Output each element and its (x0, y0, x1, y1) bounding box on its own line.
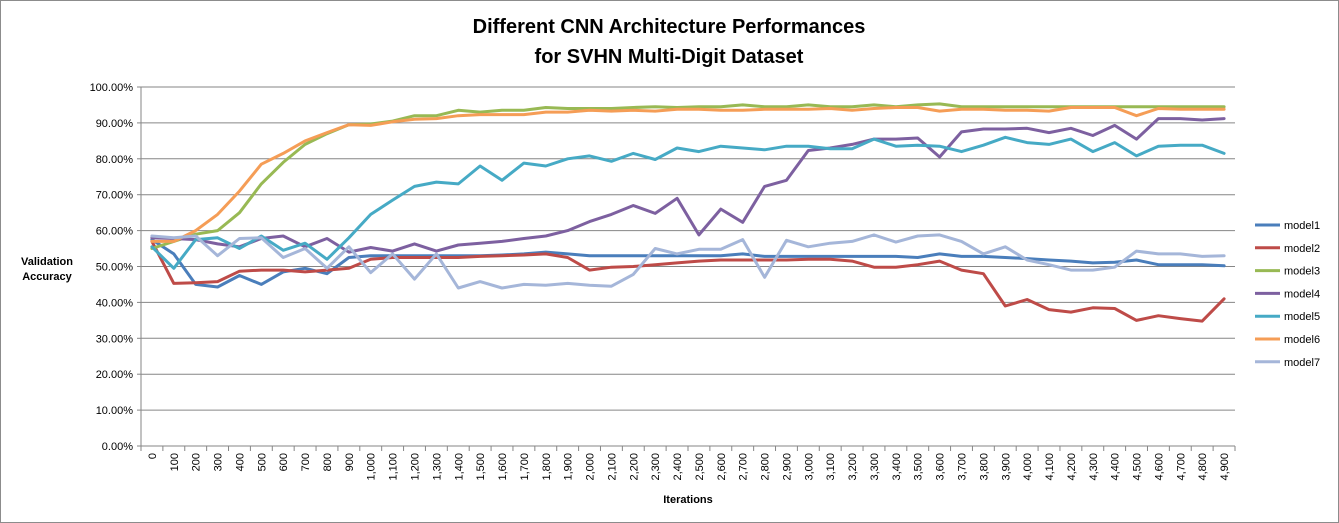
chart-title-line1: Different CNN Architecture Performances (473, 16, 866, 38)
y-tick-label: 80.00% (96, 154, 134, 166)
legend-label-model5: model5 (1284, 311, 1320, 323)
legend-label-model2: model2 (1284, 243, 1320, 255)
legend-label-model6: model6 (1284, 334, 1320, 346)
y-tick-label: 40.00% (96, 297, 134, 309)
x-tick-label: 600 (278, 453, 290, 471)
y-tick-label: 70.00% (96, 190, 134, 202)
x-tick-label: 4,800 (1197, 453, 1209, 481)
x-tick-label: 2,800 (760, 453, 772, 481)
series-line-model6 (150, 106, 1226, 243)
x-tick-label: 2,600 (716, 453, 728, 481)
y-tick-label: 100.00% (90, 82, 134, 94)
x-tick-label: 3,800 (978, 453, 990, 481)
x-tick-label: 1,300 (431, 453, 443, 481)
chart-title-line2: for SVHN Multi-Digit Dataset (535, 46, 804, 68)
series-line-model4 (150, 117, 1226, 254)
series-line-model7 (150, 233, 1226, 290)
x-tick-label: 4,000 (1022, 453, 1034, 481)
legend: model1 model2 model3 model4 model5 model6 mode… (1255, 220, 1320, 369)
x-tick-label: 4,300 (1088, 453, 1100, 481)
x-tick-label: 4,400 (1110, 453, 1122, 481)
x-tick-label: 1,400 (453, 453, 465, 481)
x-tick-label: 500 (256, 453, 268, 471)
x-axis-label: Iterations (663, 494, 713, 506)
x-tick-label: 4,600 (1153, 453, 1165, 481)
x-tick-label: 2,900 (781, 453, 793, 481)
y-axis-label-line2: Accuracy (22, 271, 72, 283)
x-tick-label: 4,700 (1175, 453, 1187, 481)
x-tick-label: 2,700 (738, 453, 750, 481)
series-lines (150, 102, 1226, 323)
x-tick-label: 3,500 (913, 453, 925, 481)
x-tick-label: 1,700 (519, 453, 531, 481)
y-tick-label: 20.00% (96, 369, 134, 381)
y-tick-label: 30.00% (96, 333, 134, 345)
y-tick-label: 0.00% (102, 441, 133, 453)
x-tick-label: 100 (169, 453, 181, 471)
x-tick-label: 2,300 (650, 453, 662, 481)
x-tick-label: 800 (322, 453, 334, 471)
x-tick-label: 1,200 (410, 453, 422, 481)
x-tick-label: 1,900 (563, 453, 575, 481)
x-tick-label: 2,000 (585, 453, 597, 481)
legend-label-model7: model7 (1284, 357, 1320, 369)
x-tick-label: 700 (300, 453, 312, 471)
y-tick-label: 10.00% (96, 405, 134, 417)
x-tick-label: 2,100 (606, 453, 618, 481)
y-tick-label: 90.00% (96, 118, 134, 130)
x-tick-label: 4,200 (1066, 453, 1078, 481)
y-axis-label-line1: Validation (21, 256, 73, 268)
x-tick-label: 3,600 (935, 453, 947, 481)
x-tick-label: 4,100 (1044, 453, 1056, 481)
x-tick-label: 300 (213, 453, 225, 471)
legend-label-model4: model4 (1284, 288, 1320, 300)
x-tick-label: 3,000 (803, 453, 815, 481)
legend-label-model3: model3 (1284, 266, 1320, 278)
series-line-model5 (150, 135, 1226, 270)
x-tick-label: 3,200 (847, 453, 859, 481)
x-tick-label: 2,400 (672, 453, 684, 481)
x-tick-label: 1,600 (497, 453, 509, 481)
x-tick-label: 2,500 (694, 453, 706, 481)
axes: 0.00% 10.00% 20.00% 30.00% 40.00% 50.00% 60.00… (90, 82, 1236, 481)
x-tick-label: 2,200 (628, 453, 640, 481)
y-tick-label: 50.00% (96, 262, 134, 274)
x-tick-label: 1,800 (541, 453, 553, 481)
x-tick-label: 3,300 (869, 453, 881, 481)
x-tick-label: 3,700 (957, 453, 969, 481)
x-tick-label: 3,900 (1000, 453, 1012, 481)
gridlines (141, 86, 1235, 411)
x-tick-label: 1,100 (388, 453, 400, 481)
x-tick-label: 4,900 (1219, 453, 1231, 481)
x-tick-label: 4,500 (1132, 453, 1144, 481)
x-tick-label: 400 (234, 453, 246, 471)
x-tick-label: 1,000 (366, 453, 378, 481)
x-tick-label: 3,400 (891, 453, 903, 481)
x-tick-label: 900 (344, 453, 356, 471)
x-tick-label: 0 (147, 453, 159, 459)
legend-label-model1: model1 (1284, 220, 1320, 232)
series-line-model3 (150, 102, 1226, 250)
x-tick-label: 200 (191, 453, 203, 471)
x-tick-label: 1,500 (475, 453, 487, 481)
y-tick-label: 60.00% (96, 226, 134, 238)
x-tick-label: 3,100 (825, 453, 837, 481)
series-line-model2 (150, 239, 1226, 323)
